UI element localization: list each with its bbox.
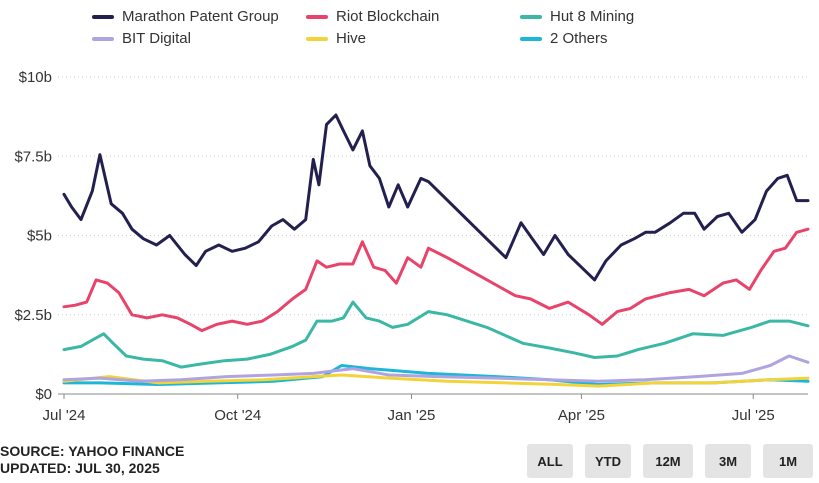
legend-label: Hive bbox=[336, 30, 367, 47]
series-line-hut-8-mining[interactable] bbox=[62, 300, 810, 369]
x-tick-label: Jan '25 bbox=[387, 407, 435, 424]
legend-item-marathon[interactable]: Marathon Patent Group bbox=[92, 8, 279, 25]
legend-swatch bbox=[306, 36, 328, 41]
x-tick-label: Jul '24 bbox=[43, 407, 86, 424]
legend-label: Hut 8 Mining bbox=[550, 8, 635, 25]
range-ytd-button[interactable]: YTD bbox=[585, 444, 631, 478]
gridlines bbox=[58, 76, 808, 395]
legend-label: Marathon Patent Group bbox=[122, 8, 279, 25]
source-note: SOURCE: YAHOO FINANCE UPDATED: JUL 30, 2… bbox=[0, 443, 184, 477]
series-lines bbox=[62, 113, 810, 388]
legend-item-bit-digital[interactable]: BIT Digital bbox=[92, 30, 191, 47]
source-label: SOURCE: YAHOO FINANCE bbox=[0, 443, 185, 459]
legend-item-riot[interactable]: Riot Blockchain bbox=[306, 8, 439, 25]
updated-label: UPDATED: JUL 30, 2025 bbox=[0, 460, 160, 476]
y-tick-label: $5b bbox=[27, 228, 52, 245]
range-3m-button[interactable]: 3M bbox=[705, 444, 751, 478]
legend-swatch bbox=[520, 36, 542, 41]
y-tick-label: $10b bbox=[19, 69, 52, 86]
legend-item-hut8[interactable]: Hut 8 Mining bbox=[520, 8, 634, 25]
y-tick-label: $2.5b bbox=[14, 307, 52, 324]
y-axis-ticks: $0 $2.5b $5b $7.5b $10b bbox=[14, 69, 52, 403]
range-all-button[interactable]: ALL bbox=[527, 444, 573, 478]
legend-label: Riot Blockchain bbox=[336, 8, 440, 25]
legend-swatch bbox=[92, 14, 114, 19]
x-axis-ticks: Jul '24 Oct '24 Jan '25 Apr '25 Jul '25 bbox=[43, 394, 775, 424]
legend-label: 2 Others bbox=[550, 30, 608, 47]
market-cap-line-chart: $0 $2.5b $5b $7.5b $10b Jul '24 Oct '24 Jan '2… bbox=[14, 69, 810, 424]
legend-swatch bbox=[306, 14, 328, 19]
legend-swatch bbox=[520, 14, 542, 19]
x-tick-label: Apr '25 bbox=[558, 407, 605, 424]
x-tick-label: Oct '24 bbox=[214, 407, 261, 424]
range-1m-button[interactable]: 1M bbox=[763, 444, 813, 478]
y-tick-label: $7.5b bbox=[14, 148, 52, 165]
legend-item-others[interactable]: 2 Others bbox=[520, 30, 608, 47]
range-selector: ALL YTD 12M 3M 1M bbox=[527, 444, 813, 478]
series-line-hive[interactable] bbox=[62, 373, 810, 388]
series-line-riot-blockchain[interactable] bbox=[62, 227, 810, 333]
legend-swatch bbox=[92, 36, 114, 41]
legend-item-hive[interactable]: Hive bbox=[306, 30, 366, 47]
y-tick-label: $0 bbox=[35, 386, 52, 403]
range-12m-button[interactable]: 12M bbox=[643, 444, 693, 478]
series-line-bit-digital[interactable] bbox=[62, 354, 810, 383]
x-tick-label: Jul '25 bbox=[732, 407, 775, 424]
series-line-marathon-patent-group[interactable] bbox=[62, 113, 810, 282]
legend-label: BIT Digital bbox=[122, 30, 191, 47]
